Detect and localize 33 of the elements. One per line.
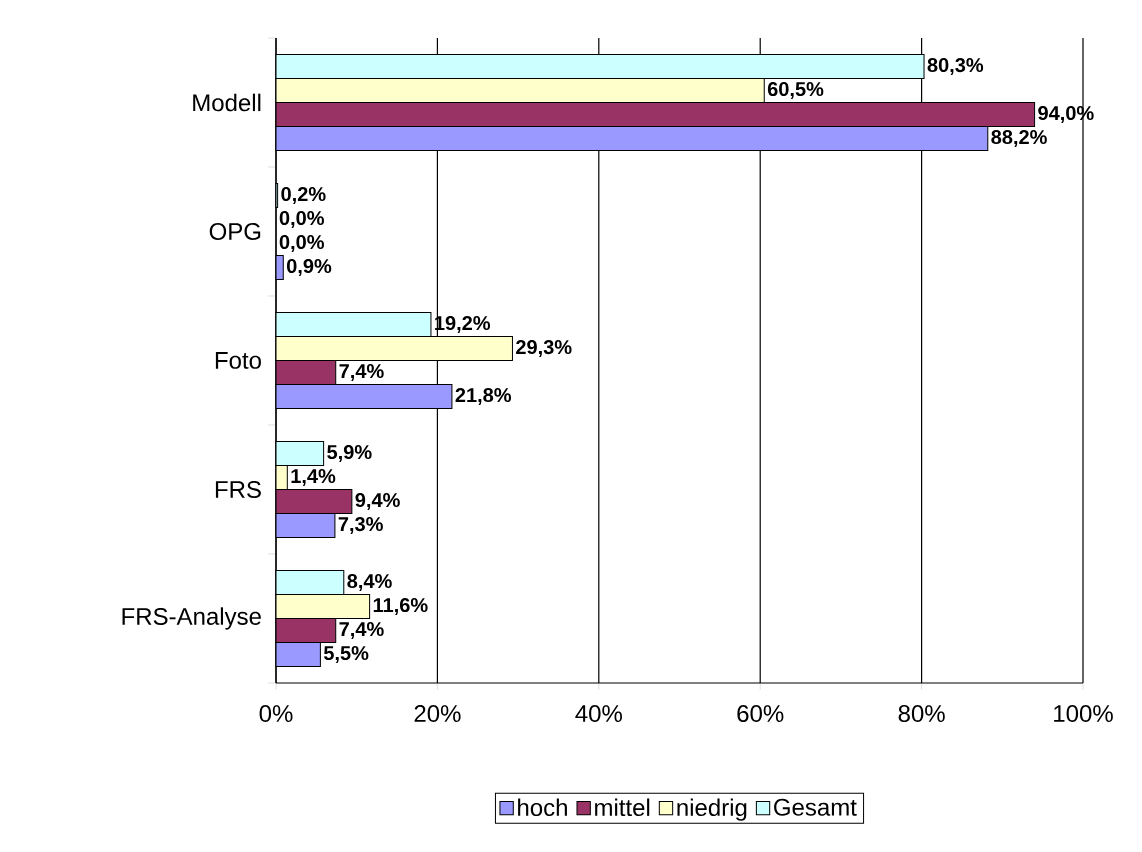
data-label: 0,0% <box>279 234 324 253</box>
data-label: 7,4% <box>339 364 384 381</box>
x-tick-label: 60% <box>737 705 784 723</box>
data-label: 60,5% <box>767 81 824 100</box>
data-label: 80,3% <box>927 57 984 76</box>
data-label: 29,3% <box>516 339 572 358</box>
x-tick-label: 20% <box>414 705 461 723</box>
y-tick-label: Modell <box>193 93 261 112</box>
data-label: 1,4% <box>291 469 336 486</box>
data-label: 21,8% <box>455 387 512 406</box>
y-tick-label: Foto <box>215 352 261 369</box>
data-label: 0,9% <box>287 258 332 277</box>
y-tick-label: OPG <box>209 222 261 240</box>
x-tick-label: 80% <box>898 705 945 723</box>
legend-label: Gesamt <box>774 798 857 816</box>
data-label: 7,4% <box>339 622 384 639</box>
data-label: 11,6% <box>373 597 428 616</box>
data-label: 5,9% <box>327 444 372 463</box>
y-tick-label: FRS <box>215 480 261 498</box>
y-tick-label: FRS-Analyse <box>122 607 261 630</box>
x-tick-label: 40% <box>575 705 622 723</box>
data-label: 8,4% <box>347 573 392 592</box>
data-label: 0,2% <box>281 186 326 205</box>
data-label: 0,0% <box>279 210 324 229</box>
x-tick-label: 100% <box>1054 705 1113 723</box>
data-label: 7,3% <box>338 516 383 535</box>
data-label: 88,2% <box>991 129 1047 148</box>
data-label: 9,4% <box>355 492 400 511</box>
legend-label: mittel <box>595 798 650 817</box>
data-label: 5,5% <box>323 646 369 663</box>
legend-label: hoch <box>518 798 567 817</box>
x-tick-label: 0% <box>259 705 293 723</box>
legend-label: niedrig <box>677 798 747 821</box>
